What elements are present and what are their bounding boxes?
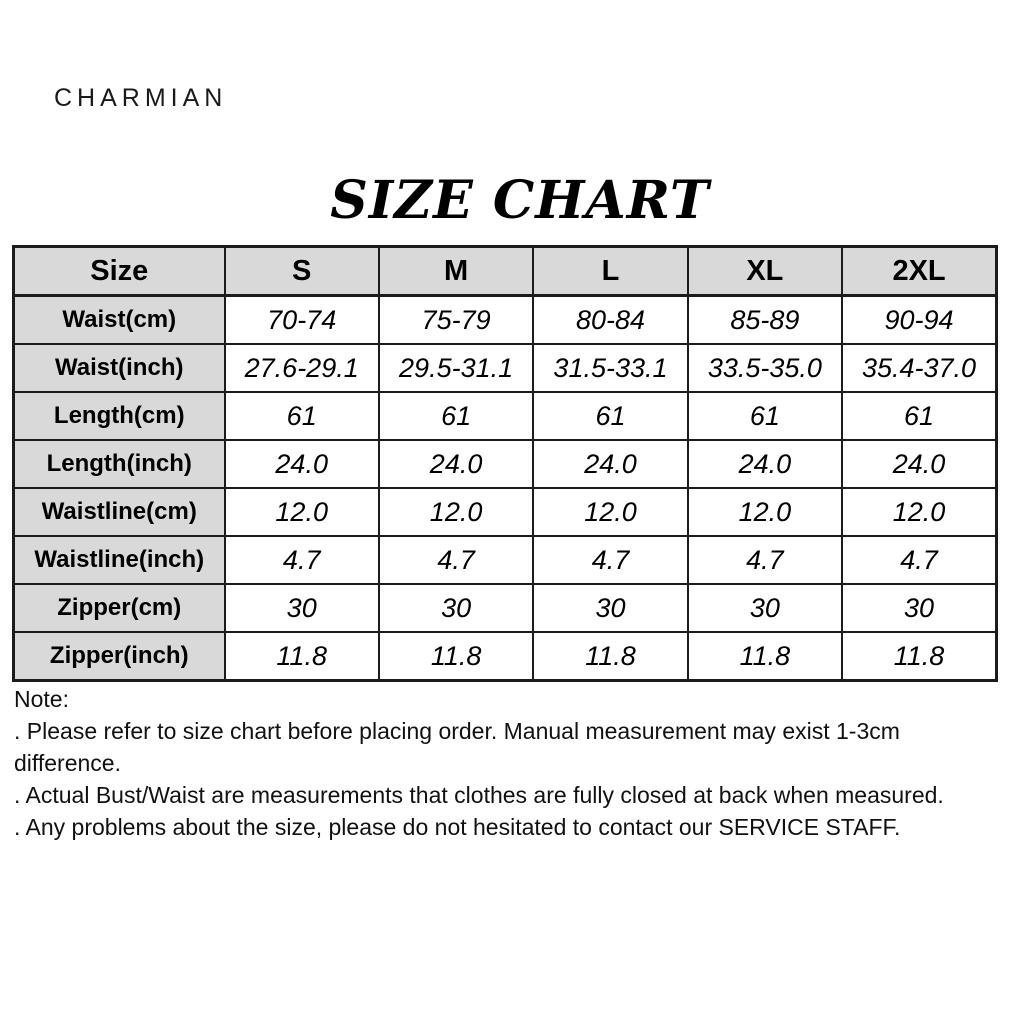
table-cell: 30 bbox=[377, 583, 535, 633]
table-cell: 33.5-35.0 bbox=[686, 343, 844, 393]
table-cell: 4.7 bbox=[377, 535, 535, 585]
notes-heading: Note: bbox=[14, 686, 69, 712]
table-cell: 24.0 bbox=[686, 439, 844, 489]
row-label: Waistline(cm) bbox=[12, 487, 226, 537]
table-cell: 80-84 bbox=[532, 294, 689, 345]
size-chart-table: Size S M L XL 2XL Waist(cm) 70-74 75-79 80-84 85-… bbox=[12, 245, 998, 682]
table-cell: 24.0 bbox=[841, 439, 998, 489]
table-row: Waist(inch) 27.6-29.1 29.5-31.1 31.5-33.1 33… bbox=[12, 343, 998, 393]
table-cell: 24.0 bbox=[223, 439, 380, 489]
row-label: Waist(inch) bbox=[12, 343, 226, 393]
table-cell: 4.7 bbox=[841, 535, 998, 585]
table-row: Waistline(inch) 4.7 4.7 4.7 4.7 4.7 bbox=[12, 535, 998, 585]
table-cell: 11.8 bbox=[532, 631, 689, 682]
row-label: Zipper(cm) bbox=[12, 583, 226, 633]
table-body: Waist(cm) 70-74 75-79 80-84 85-89 90-94 Waist(… bbox=[12, 294, 998, 682]
table-cell: 61 bbox=[377, 391, 535, 441]
table-cell: 30 bbox=[841, 583, 998, 633]
table-cell: 11.8 bbox=[841, 631, 998, 682]
table-cell: 35.4-37.0 bbox=[841, 343, 998, 393]
brand-logo: CHARMIAN bbox=[54, 84, 228, 112]
notes-list: . Please refer to size chart before plac… bbox=[14, 715, 959, 843]
table-row: Length(cm) 61 61 61 61 61 bbox=[12, 391, 998, 441]
row-label: Waistline(inch) bbox=[12, 535, 226, 585]
table-cell: 27.6-29.1 bbox=[223, 343, 380, 393]
row-label: Zipper(inch) bbox=[12, 631, 226, 682]
table-cell: 12.0 bbox=[686, 487, 844, 537]
table-cell: 11.8 bbox=[377, 631, 535, 682]
column-header-size: Size bbox=[12, 245, 226, 297]
table-cell: 31.5-33.1 bbox=[532, 343, 689, 393]
table-row: Zipper(cm) 30 30 30 30 30 bbox=[12, 583, 998, 633]
table-cell: 11.8 bbox=[686, 631, 844, 682]
table-cell: 24.0 bbox=[532, 439, 689, 489]
column-header-xl: XL bbox=[686, 245, 844, 297]
table-cell: 30 bbox=[223, 583, 380, 633]
table-cell: 11.8 bbox=[223, 631, 380, 682]
row-label: Length(inch) bbox=[12, 439, 226, 489]
table-cell: 12.0 bbox=[377, 487, 535, 537]
table-cell: 4.7 bbox=[686, 535, 844, 585]
table-row: Length(inch) 24.0 24.0 24.0 24.0 24.0 bbox=[12, 439, 998, 489]
table-header-row: Size S M L XL 2XL bbox=[12, 245, 998, 297]
table-row: Waist(cm) 70-74 75-79 80-84 85-89 90-94 bbox=[12, 294, 998, 345]
table-cell: 61 bbox=[841, 391, 998, 441]
table-cell: 24.0 bbox=[377, 439, 535, 489]
column-header-m: M bbox=[377, 245, 535, 297]
table-header: Size S M L XL 2XL bbox=[12, 245, 998, 297]
table-cell: 29.5-31.1 bbox=[377, 343, 535, 393]
table-cell: 90-94 bbox=[841, 294, 998, 345]
table-cell: 85-89 bbox=[686, 294, 844, 345]
column-header-2xl: 2XL bbox=[841, 245, 998, 297]
table-cell: 30 bbox=[532, 583, 689, 633]
note-item: . Actual Bust/Waist are measurements tha… bbox=[14, 782, 944, 808]
page-title: SIZE CHART bbox=[330, 170, 710, 231]
table-cell: 12.0 bbox=[532, 487, 689, 537]
note-item: . Any problems about the size, please do… bbox=[14, 814, 901, 840]
table-cell: 70-74 bbox=[223, 294, 380, 345]
table-row: Waistline(cm) 12.0 12.0 12.0 12.0 12.0 bbox=[12, 487, 998, 537]
table-cell: 12.0 bbox=[841, 487, 998, 537]
table-cell: 61 bbox=[686, 391, 844, 441]
column-header-l: L bbox=[532, 245, 689, 297]
table-cell: 61 bbox=[223, 391, 380, 441]
row-label: Waist(cm) bbox=[12, 294, 226, 345]
column-header-s: S bbox=[223, 245, 380, 297]
table-cell: 30 bbox=[686, 583, 844, 633]
table-cell: 75-79 bbox=[377, 294, 535, 345]
notes-section: Note: . Please refer to size chart befor… bbox=[14, 683, 959, 843]
table-cell: 12.0 bbox=[223, 487, 380, 537]
note-item: . Please refer to size chart before plac… bbox=[14, 718, 900, 776]
row-label: Length(cm) bbox=[12, 391, 226, 441]
table-cell: 4.7 bbox=[532, 535, 689, 585]
table-cell: 61 bbox=[532, 391, 689, 441]
table-row: Zipper(inch) 11.8 11.8 11.8 11.8 11.8 bbox=[12, 631, 998, 682]
table-cell: 4.7 bbox=[223, 535, 380, 585]
